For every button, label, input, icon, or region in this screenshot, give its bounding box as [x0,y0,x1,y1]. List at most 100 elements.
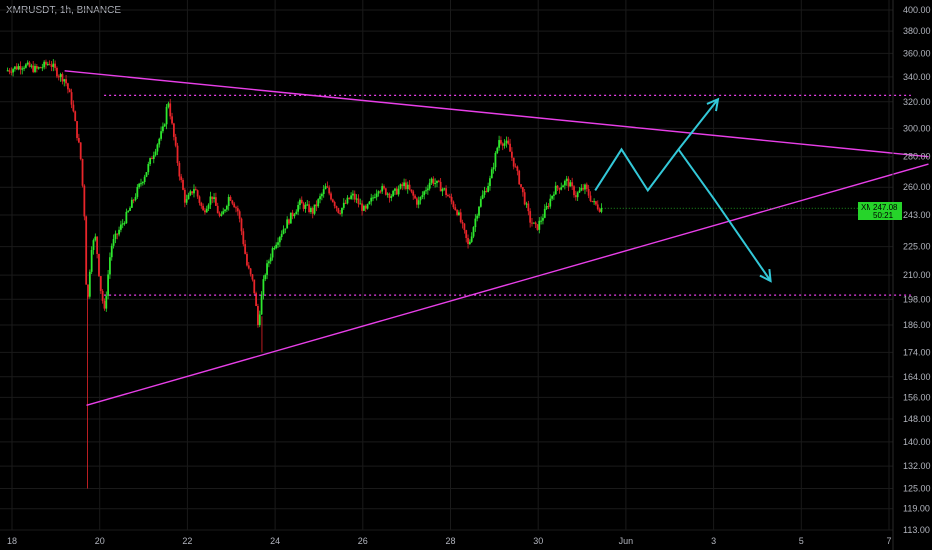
candle-body [397,188,400,195]
candle-body [127,210,130,212]
candle-body [361,203,363,211]
candle-body [85,216,88,285]
candle-body [220,214,223,216]
time-axis[interactable]: 18 20 22 24 26 28 30 Jun 3 5 7 [7,536,892,546]
candle-body [81,158,84,186]
candle-body [306,204,309,206]
projection-down-path[interactable] [677,148,772,282]
candle-body [520,184,522,188]
candle-body [543,208,546,218]
candle-body [571,182,574,187]
candle-body [401,184,404,187]
candle-body [172,123,175,137]
arrowhead-up-icon [706,97,720,112]
candle-body [485,190,488,192]
projection-up-path[interactable] [594,98,719,193]
candle-body [441,189,444,192]
candle-body [191,191,194,194]
candle-body [260,294,263,315]
candle-body [498,140,501,148]
candle-body [470,236,473,242]
candle-body [373,197,376,199]
candle-body [83,185,86,217]
candle-body [335,206,338,209]
candle-body [183,189,186,203]
candle-body [34,65,36,72]
candle-body [174,136,177,146]
candle-body [567,178,570,187]
candle-body [459,212,462,223]
candle-body [463,223,466,231]
lower-trendline[interactable] [86,163,929,406]
candle-body [489,178,491,187]
candle-body [258,314,261,326]
candle-body [123,223,126,225]
candle-body [399,184,402,189]
candle-body [531,222,533,224]
candle-body [8,70,11,72]
candle-body [554,185,557,195]
candle-body [468,241,471,244]
candle-body [547,206,550,208]
candle-body [52,63,55,67]
candle-body [386,193,389,195]
candle-body [37,67,40,69]
candle-body [105,295,108,309]
candle-body [249,268,252,275]
price-axis[interactable]: 400.00 380.00 360.00 340.00 320.00 300.00 280.… [892,0,931,550]
candle-body [88,271,91,297]
time-tick-label: 18 [7,536,17,546]
price-tick-label: 174.00 [903,347,931,357]
candle-body [458,212,460,215]
price-badge-countdown: 50:21 [873,211,894,220]
candle-body [238,211,241,219]
candle-body [370,197,373,202]
candle-body [266,263,268,275]
upper-trendline[interactable] [64,70,929,158]
candle-body [293,214,296,217]
candle-body [523,192,526,205]
candle-body [390,196,393,198]
candle-body [134,196,137,201]
candle-body [257,305,259,326]
candle-body [253,279,256,294]
time-tick-label: 3 [711,536,716,546]
candle-body [410,189,413,192]
candle-body [352,193,354,196]
candle-body [372,197,374,199]
price-tick-label: 300.00 [903,123,931,133]
candle-body [15,66,18,70]
candle-body [280,233,283,238]
candle-body [297,205,300,212]
candle-body [320,194,323,197]
candle-body [476,215,479,219]
candle-body [600,207,603,212]
candle-body [72,104,75,112]
candle-body [436,180,438,183]
candle-body [255,293,257,306]
candle-body [54,63,57,68]
candle-body [24,64,27,68]
candle-body [114,233,117,240]
price-tick-label: 125.00 [903,483,931,493]
time-tick-label: 20 [95,536,105,546]
time-tick-label: 5 [799,536,804,546]
candle-body [474,218,477,228]
candle-body [79,142,82,159]
candle-body [412,191,415,196]
time-tick-label: 28 [445,536,455,546]
candle-body [56,67,58,77]
price-tick-label: 280.00 [903,152,931,162]
candle-body [231,200,234,204]
candle-body [222,211,225,215]
candle-body [10,71,13,73]
candle-body [421,195,424,198]
candle-body [215,197,217,206]
candle-body [423,191,426,196]
candle-body [518,170,521,185]
candle-body [529,211,532,223]
candle-body [322,189,325,195]
time-tick-label: 22 [182,536,192,546]
candle-body [500,140,502,144]
